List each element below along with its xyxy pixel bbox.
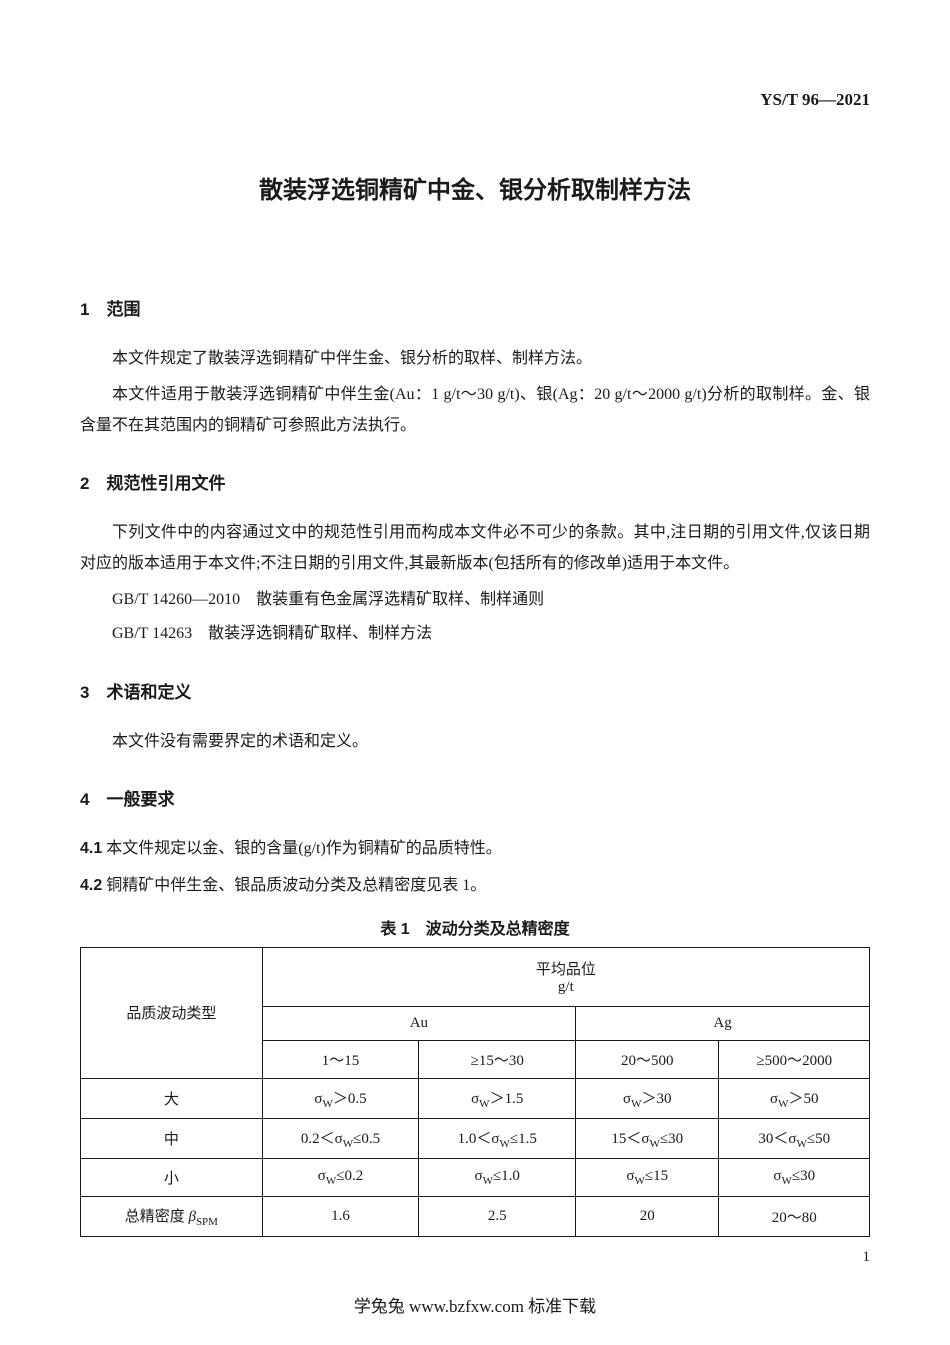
section-2-ref-1: GB/T 14260—2010 散装重有色金属浮选精矿取样、制样通则 [80, 585, 870, 615]
document-code: YS/T 96—2021 [80, 90, 870, 110]
section-2-ref-2: GB/T 14263 散装浮选铜精矿取样、制样方法 [80, 619, 870, 649]
section-1-para-2: 本文件适用于散装浮选铜精矿中伴生金(Au：1 g/t～30 g/t)、银(Ag：… [80, 380, 870, 441]
section-4-heading: 4 一般要求 [80, 785, 870, 810]
page-number: 1 [80, 1249, 870, 1266]
row-mid-c4: 30＜σW≤50 [719, 1118, 870, 1158]
section-2-para-1: 下列文件中的内容通过文中的规范性引用而构成本文件必不可少的条款。其中,注日期的引… [80, 518, 870, 579]
row-prec-c2: 2.5 [419, 1196, 576, 1236]
th-ag: Ag [576, 1006, 870, 1040]
row-big-c1: σW＞0.5 [262, 1078, 419, 1118]
row-mid-label: 中 [81, 1118, 263, 1158]
section-4-1-num: 4.1 [80, 840, 102, 857]
row-prec-c4: 20～80 [719, 1196, 870, 1236]
th-avg-label: 平均品位 [536, 962, 596, 978]
th-type: 品质波动类型 [81, 947, 263, 1078]
row-sml-c4: σW≤30 [719, 1158, 870, 1196]
table-1-caption: 表 1 波动分类及总精密度 [80, 915, 870, 939]
row-prec-c1: 1.6 [262, 1196, 419, 1236]
section-3-heading: 3 术语和定义 [80, 678, 870, 703]
row-mid-c3: 15＜σW≤30 [576, 1118, 719, 1158]
th-col4: ≥500～2000 [719, 1040, 870, 1078]
row-sml-label: 小 [81, 1158, 263, 1196]
th-avg-grade: 平均品位 g/t [262, 947, 869, 1006]
footer-text: 学兔兔 www.bzfxw.com 标准下载 [0, 1292, 950, 1317]
section-4-2-text: 铜精矿中伴生金、银品质波动分类及总精密度见表 1。 [106, 877, 486, 894]
row-sml-c1: σW≤0.2 [262, 1158, 419, 1196]
th-avg-unit: g/t [558, 979, 574, 995]
table-1: 品质波动类型 平均品位 g/t Au Ag 1～15 ≥15～30 20～500… [80, 947, 870, 1237]
th-au: Au [262, 1006, 575, 1040]
row-mid-c2: 1.0＜σW≤1.5 [419, 1118, 576, 1158]
row-big-c3: σW＞30 [576, 1078, 719, 1118]
section-2-heading: 2 规范性引用文件 [80, 469, 870, 494]
th-col1: 1～15 [262, 1040, 419, 1078]
section-1-para-1: 本文件规定了散装浮选铜精矿中伴生金、银分析的取样、制样方法。 [80, 344, 870, 374]
main-title: 散装浮选铜精矿中金、银分析取制样方法 [80, 170, 870, 205]
row-prec-c3: 20 [576, 1196, 719, 1236]
section-4-1-text: 本文件规定以金、银的含量(g/t)作为铜精矿的品质特性。 [106, 840, 502, 857]
th-col2: ≥15～30 [419, 1040, 576, 1078]
section-4-1: 4.1 本文件规定以金、银的含量(g/t)作为铜精矿的品质特性。 [80, 834, 870, 864]
row-sml-c3: σW≤15 [576, 1158, 719, 1196]
section-1-heading: 1 范围 [80, 295, 870, 320]
row-mid-c1: 0.2＜σW≤0.5 [262, 1118, 419, 1158]
section-3-para-1: 本文件没有需要界定的术语和定义。 [80, 727, 870, 757]
row-sml-c2: σW≤1.0 [419, 1158, 576, 1196]
row-prec-label: 总精密度 βSPM [81, 1196, 263, 1236]
row-big-c4: σW＞50 [719, 1078, 870, 1118]
section-4-2-num: 4.2 [80, 877, 102, 894]
row-big-c2: σW＞1.5 [419, 1078, 576, 1118]
section-4-2: 4.2 铜精矿中伴生金、银品质波动分类及总精密度见表 1。 [80, 871, 870, 901]
th-col3: 20～500 [576, 1040, 719, 1078]
row-big-label: 大 [81, 1078, 263, 1118]
